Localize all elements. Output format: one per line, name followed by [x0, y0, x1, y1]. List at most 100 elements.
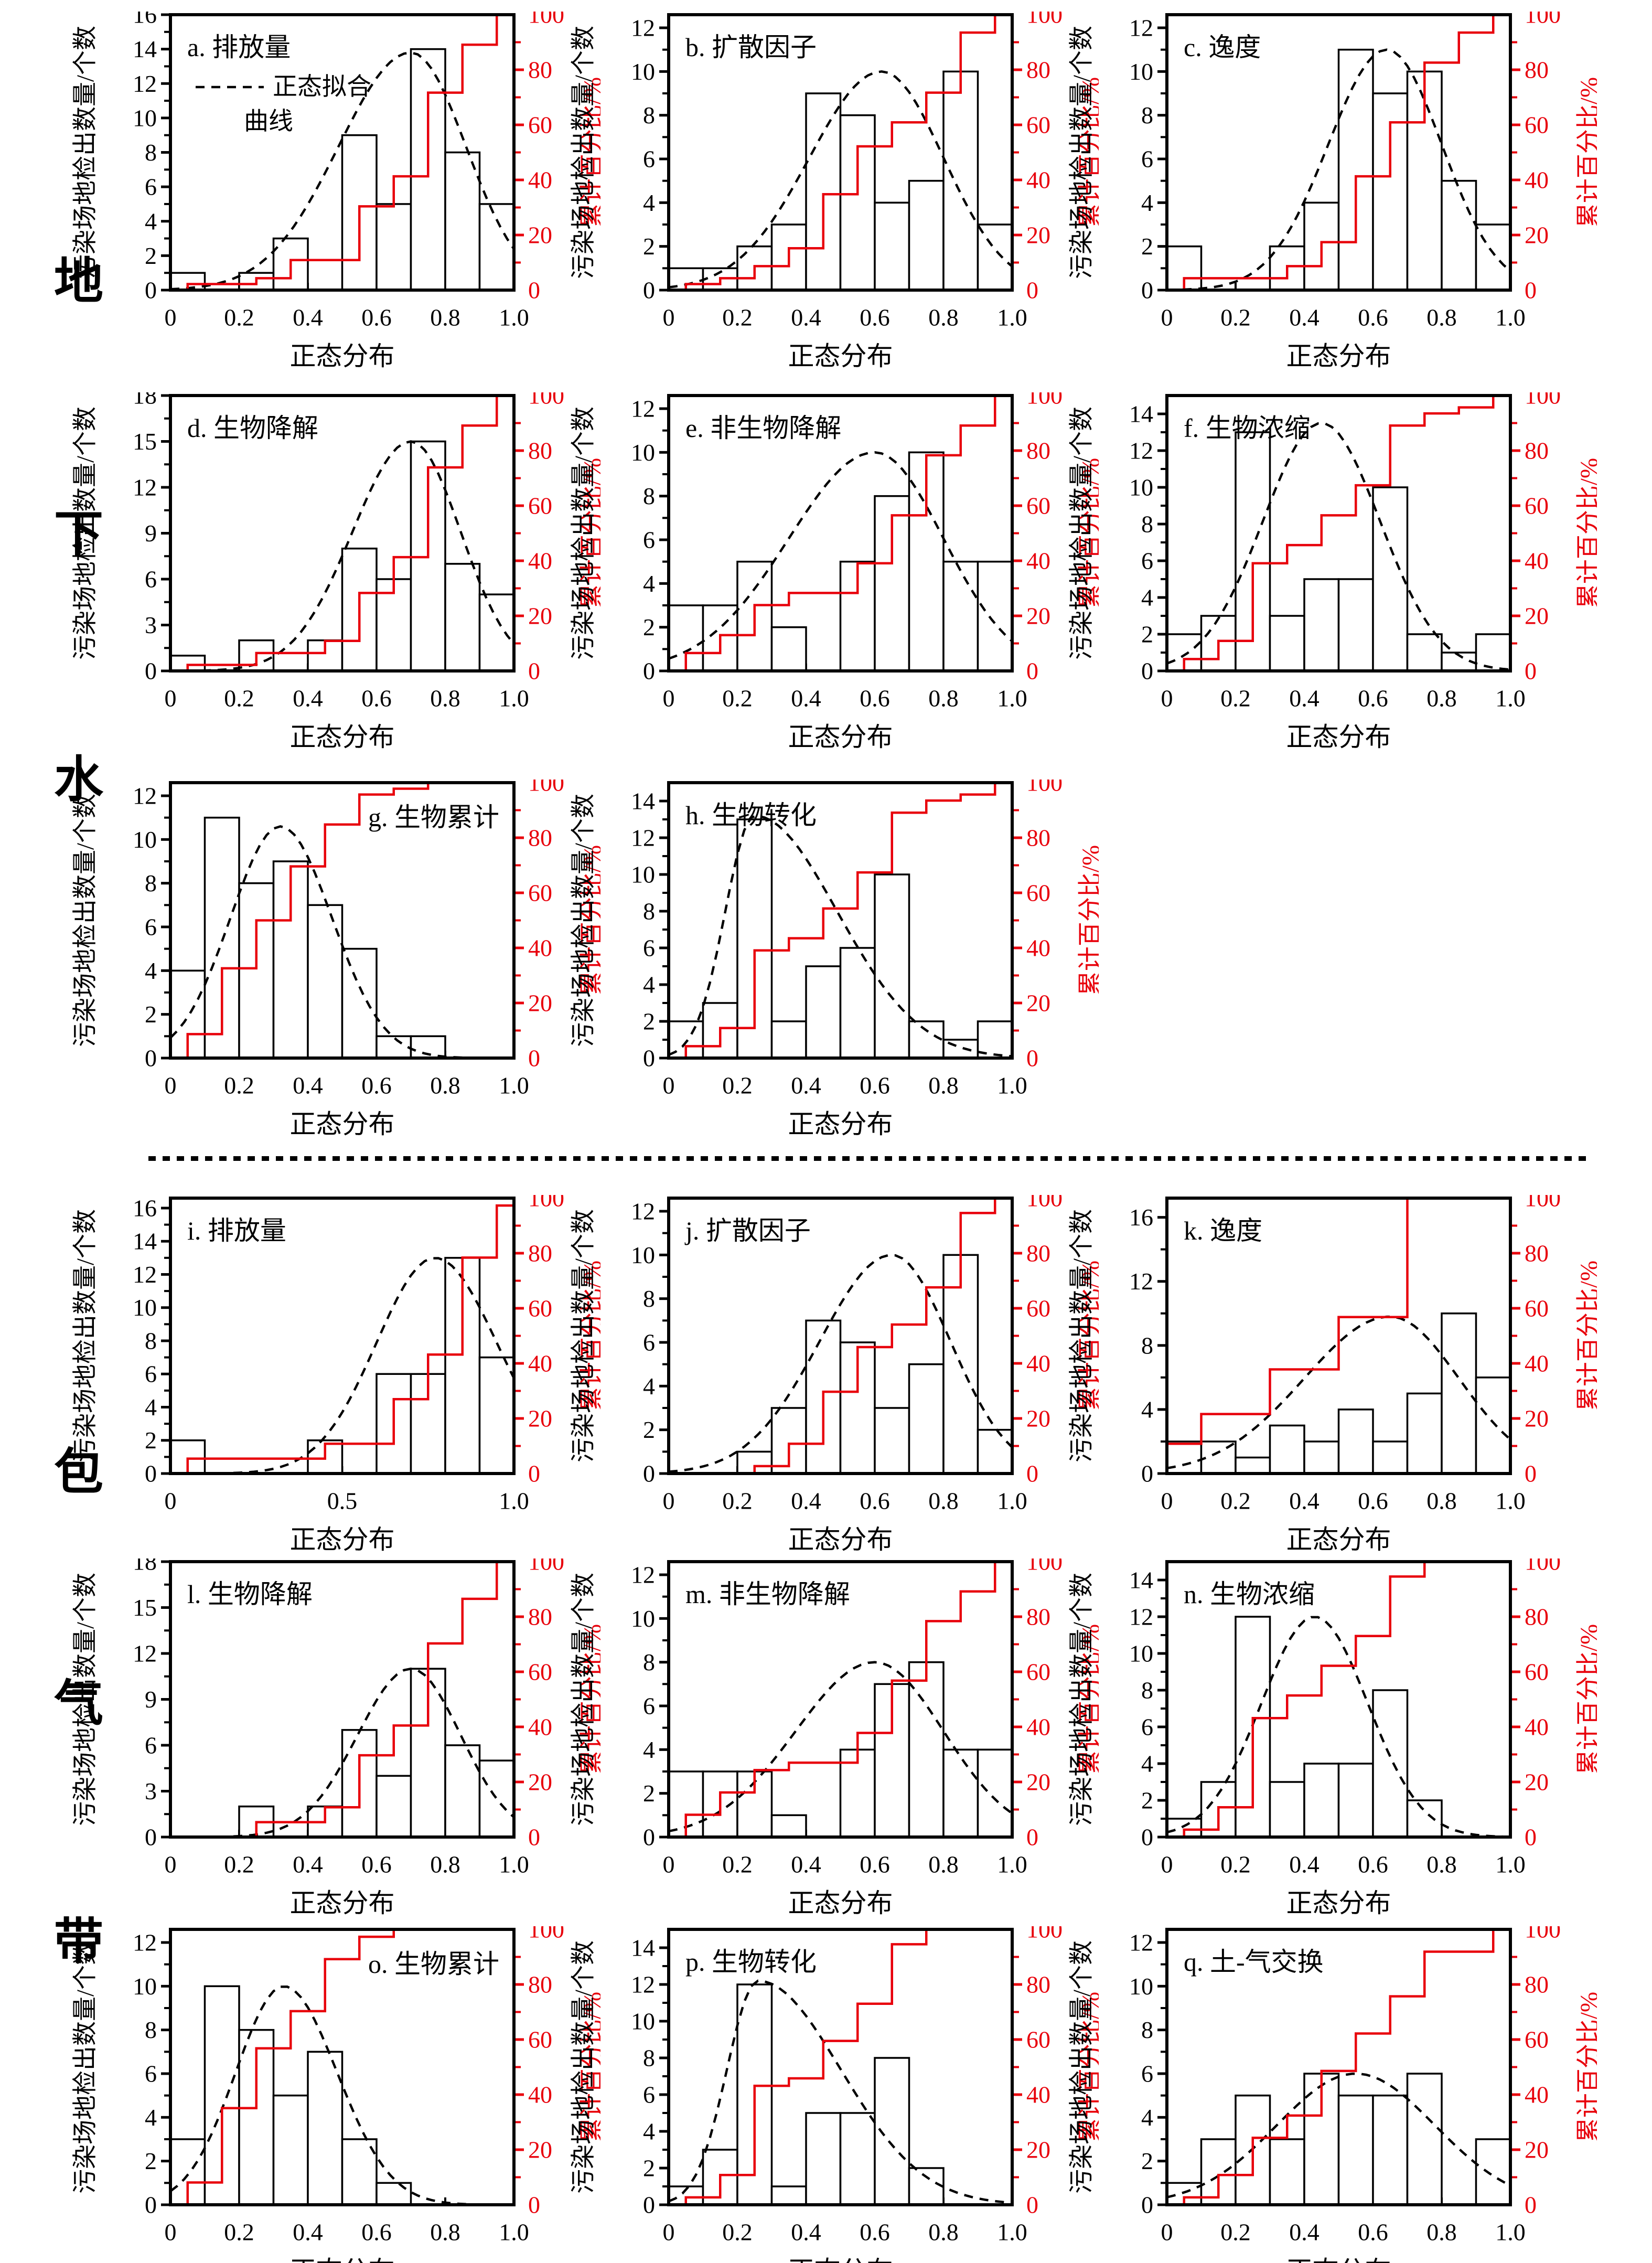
- x-tick-label: 0.4: [1289, 1851, 1320, 1878]
- x-axis-title: 正态分布: [290, 722, 395, 752]
- cumulative-percent-line: [186, 396, 514, 671]
- right-tick-label: 80: [528, 57, 552, 83]
- x-tick-label: 0: [663, 304, 675, 331]
- normal-fit-curve: [1167, 1616, 1510, 1837]
- bar: [977, 560, 1012, 671]
- y-tick-label: 4: [145, 957, 157, 984]
- bar: [1406, 1799, 1443, 1837]
- y-tick-label: 4: [145, 2104, 157, 2131]
- x-tick-label: 0.6: [361, 1072, 392, 1099]
- normal-fit-curve: [170, 51, 514, 290]
- y-tick-label: 12: [631, 1971, 655, 1998]
- right-tick-label: 40: [528, 167, 552, 194]
- y-tick-label: 12: [1129, 1604, 1153, 1630]
- panel-m: 0 2 4 6 8 10 12 0 20 40 60 80 100 0 0.2 0.4 0.6 0.8 1.0 污染场…: [570, 1559, 1099, 1918]
- bar: [1269, 2138, 1305, 2205]
- panel-title: q. 土-气交换: [1184, 1947, 1324, 1977]
- panel-i: 0 2 4 6 8 10 12 14 16 0 20 40 60 80 100 0 0.5 1.0 污染场地检出数量…: [72, 1195, 600, 1554]
- x-tick-label: 0.6: [361, 304, 392, 331]
- y-tick-label: 16: [133, 12, 157, 28]
- panel-title: f. 生物浓缩: [1184, 413, 1311, 443]
- right-tick-label: 80: [1026, 1240, 1050, 1267]
- y-tick-label: 8: [145, 1327, 157, 1354]
- bar: [977, 1748, 1012, 1837]
- y-tick-label: 12: [1129, 1268, 1153, 1295]
- cumulative-percent-line: [186, 783, 514, 1058]
- bar: [444, 151, 481, 290]
- right-axis-title: 累计百分比/%: [579, 1992, 600, 2142]
- y-tick-label: 14: [1129, 1567, 1153, 1594]
- y-axis-title: 污染场地检出数量/个数: [570, 794, 597, 1047]
- plot-frame: [169, 1197, 516, 1475]
- right-tick-label: 0: [528, 1824, 540, 1851]
- cumulative-percent-line: [1167, 1198, 1510, 1445]
- x-tick-label: 0: [1161, 304, 1173, 331]
- bar: [770, 1814, 807, 1837]
- x-tick-label: 1.0: [1495, 304, 1526, 331]
- x-tick-label: 1.0: [499, 1488, 529, 1514]
- bar: [874, 873, 910, 1058]
- y-axis-title: 污染场地检出数量/个数: [1068, 1940, 1096, 2194]
- cumulative-percent-line: [187, 1562, 514, 1837]
- right-tick-label: 20: [528, 1405, 552, 1432]
- panel-n: 0 2 4 6 8 10 12 14 0 20 40 60 80 100 0 0.2 0.4 0.6 0.8 1.0 污…: [1068, 1559, 1597, 1918]
- right-tick-label: 0: [1525, 277, 1537, 304]
- bar: [478, 593, 514, 671]
- block-separator-dashed-line: [148, 1156, 1591, 1161]
- right-tick-label: 80: [1525, 57, 1549, 83]
- right-tick-label: 0: [1525, 2192, 1537, 2218]
- x-tick-label: 0.8: [928, 2219, 959, 2246]
- panel-k: 0 4 8 12 16 0 20 40 60 80 100 0 0.2 0.4 0.6 0.8 1.0 污染场地检…: [1068, 1195, 1597, 1554]
- x-tick-label: 1.0: [997, 1488, 1027, 1514]
- x-tick-label: 0.8: [928, 1488, 959, 1514]
- panel-o: 0 2 4 6 8 10 12 0 20 40 60 80 100 0 0.2 0.4 0.6 0.8 1.0 污染场…: [72, 1926, 600, 2263]
- right-tick-label: 80: [1026, 1971, 1050, 1998]
- right-axis-title: 累计百分比/%: [1575, 458, 1597, 609]
- x-tick-label: 0.2: [722, 685, 753, 712]
- right-tick-label: 60: [528, 1659, 552, 1685]
- y-tick-label: 0: [643, 658, 655, 685]
- y-tick-label: 0: [1141, 1824, 1153, 1851]
- x-tick-label: 0.6: [1358, 1851, 1388, 1878]
- y-tick-label: 9: [145, 520, 157, 547]
- right-axis-title: 累计百分比/%: [579, 77, 600, 228]
- right-tick-label: 20: [528, 990, 552, 1017]
- bar: [1337, 2094, 1374, 2205]
- bar: [942, 1748, 979, 1837]
- x-axis-title: 正态分布: [788, 1525, 893, 1554]
- bar: [341, 2138, 378, 2205]
- y-tick-label: 6: [643, 1693, 655, 1720]
- right-tick-label: 100: [528, 392, 564, 409]
- panel-title: k. 逸度: [1184, 1216, 1262, 1245]
- y-tick-label: 10: [631, 2008, 655, 2035]
- normal-fit-curve: [669, 1661, 1012, 1833]
- y-tick-label: 16: [1129, 1204, 1153, 1231]
- y-tick-label: 0: [145, 1045, 157, 1072]
- y-axis-title: 污染场地检出数量/个数: [1068, 26, 1096, 279]
- right-tick-label: 40: [1525, 1714, 1549, 1741]
- y-axis-title: 污染场地检出数量/个数: [570, 26, 597, 279]
- right-tick-label: 60: [1525, 112, 1549, 138]
- y-tick-label: 2: [1141, 2148, 1153, 2174]
- x-axis-title: 正态分布: [788, 1888, 893, 1918]
- x-axis-title: 正态分布: [290, 1109, 395, 1139]
- bar: [478, 1759, 514, 1837]
- bar: [770, 1020, 807, 1058]
- x-tick-label: 0.2: [224, 685, 254, 712]
- normal-fit-curve: [1167, 1315, 1510, 1470]
- bar: [839, 114, 876, 290]
- x-tick-label: 0.4: [791, 1851, 821, 1878]
- y-tick-label: 4: [145, 208, 157, 234]
- right-tick-label: 80: [1026, 437, 1050, 464]
- x-tick-label: 0.6: [860, 1072, 890, 1099]
- right-tick-label: 0: [528, 1460, 540, 1487]
- panel-l: 0 3 6 9 12 15 18 0 20 40 60 80 100 0 0.2 0.4 0.6 0.8 1.0 污染…: [72, 1559, 600, 1918]
- x-tick-label: 0: [165, 304, 177, 331]
- right-tick-label: 0: [528, 277, 540, 304]
- bar: [736, 560, 773, 671]
- x-tick-label: 0.8: [430, 1072, 460, 1099]
- normal-fit-curve: [170, 440, 514, 671]
- panel-e: 0 2 4 6 8 10 12 0 20 40 60 80 100 0 0.2 0.4 0.6 0.8 1.0 污染场…: [570, 392, 1099, 752]
- y-tick-label: 8: [145, 139, 157, 166]
- bar: [1269, 1781, 1305, 1837]
